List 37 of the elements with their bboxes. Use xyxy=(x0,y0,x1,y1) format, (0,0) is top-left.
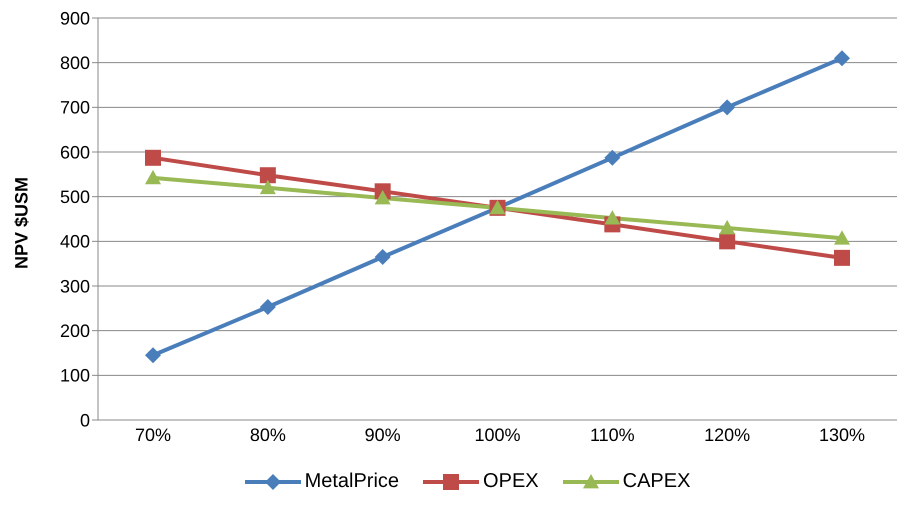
x-tick-label: 90% xyxy=(364,424,401,445)
y-tick-label: 100 xyxy=(60,366,90,386)
y-tick-label: 900 xyxy=(60,8,90,28)
legend-label: CAPEX xyxy=(622,470,690,493)
y-tick-label: 200 xyxy=(60,321,90,342)
x-tick-label: 110% xyxy=(590,424,635,445)
x-tick-label: 130% xyxy=(818,424,866,445)
legend-label: OPEX xyxy=(482,470,539,493)
point xyxy=(604,210,620,225)
point xyxy=(719,99,736,116)
y-tick-label: 500 xyxy=(60,187,90,208)
x-tick-label: 120% xyxy=(704,424,750,445)
point xyxy=(374,248,391,265)
point xyxy=(834,250,850,266)
point xyxy=(145,150,161,166)
y-tick-label: 0 xyxy=(80,410,90,430)
y-tick-label: 600 xyxy=(60,142,90,162)
point xyxy=(260,180,276,194)
point xyxy=(719,220,736,234)
y-tick-label: 700 xyxy=(60,98,90,118)
y-tick-label: 400 xyxy=(60,232,90,252)
point xyxy=(719,233,736,250)
point xyxy=(145,347,161,364)
point xyxy=(260,167,276,184)
x-tick-label: 70% xyxy=(134,424,172,445)
point xyxy=(145,170,161,184)
point xyxy=(604,150,620,166)
point xyxy=(834,230,850,245)
y-tick-label: 800 xyxy=(60,53,90,74)
point xyxy=(834,50,850,66)
legend-label: MetalPrice xyxy=(304,470,400,493)
x-tick-label: 100% xyxy=(474,424,521,445)
y-tick-label: 300 xyxy=(60,276,90,296)
x-tick-label: 80% xyxy=(250,424,286,445)
point xyxy=(260,298,276,315)
y-axis-title: NPV $USM xyxy=(11,176,32,269)
point xyxy=(374,190,391,204)
